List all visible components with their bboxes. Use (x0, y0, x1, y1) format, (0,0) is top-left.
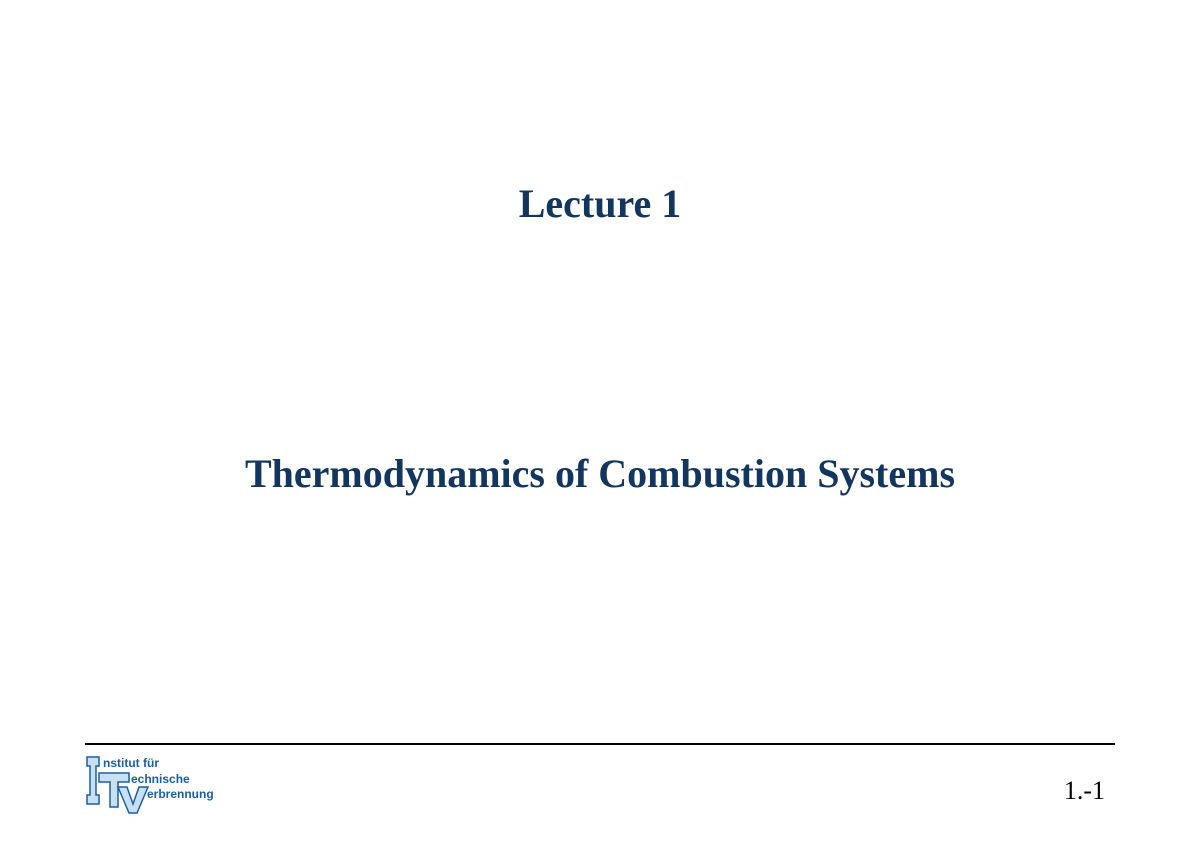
footer-divider (85, 743, 1115, 745)
slide-title: Lecture 1 (0, 180, 1200, 227)
footer-logo: nstitut für echnische erbrennung (85, 755, 255, 815)
logo-text-line3: erbrennung (147, 787, 214, 801)
slide-subtitle: Thermodynamics of Combustion Systems (0, 450, 1200, 497)
logo-text-line1: nstitut für (103, 756, 159, 770)
page-number: 1.-1 (1064, 776, 1105, 806)
itv-logo-icon: nstitut für echnische erbrennung (85, 755, 255, 815)
logo-text-line2: echnische (131, 772, 190, 786)
